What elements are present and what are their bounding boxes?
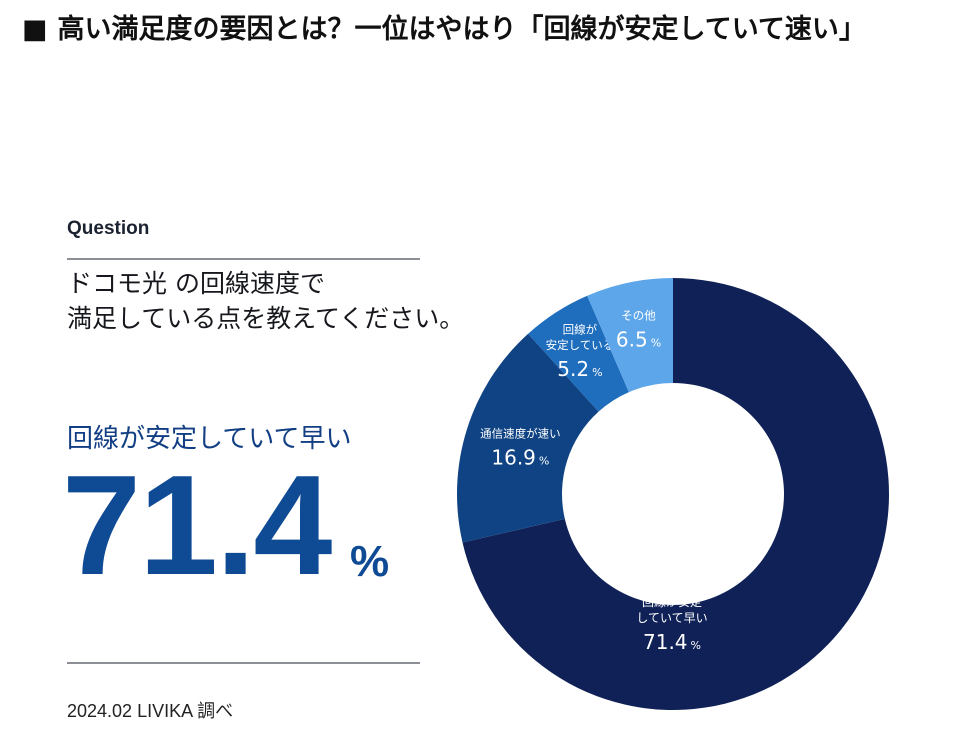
donut-label-line: 通信速度が速い — [480, 427, 560, 441]
source-note: 2024.02 LIVIKA 調べ — [67, 701, 234, 721]
highlight-label: 回線が安定していて早い — [67, 424, 352, 454]
donut-label-1: 回線が安定していて早い 71.4% — [636, 594, 707, 654]
donut-value-label: 16.9% — [491, 446, 549, 470]
donut-label-line: 回線が安定 — [642, 594, 702, 609]
donut-slice-4 — [587, 278, 673, 393]
question-text: ドコモ光 の回線速度で 満足している点を教えてください。 — [67, 266, 537, 336]
donut-label-line: その他 — [621, 308, 656, 322]
donut-label-4: その他 6.5% — [616, 308, 661, 351]
top-divider — [67, 258, 420, 260]
heading-text: 高い満足度の要因とは？一位はやはり「回線が安定していて速い」 — [57, 14, 866, 45]
donut-slice-1 — [462, 278, 889, 710]
donut-slice-2 — [457, 333, 599, 543]
heading-bullet: ■ — [22, 14, 48, 45]
highlight-value: 71.4 — [62, 446, 332, 605]
donut-label-2: 通信速度が速い 16.9% — [480, 427, 560, 470]
highlight-unit: % — [350, 537, 390, 586]
donut-label-line: 回線が — [563, 322, 598, 336]
question-label: Question — [67, 218, 150, 239]
donut-value-label: 6.5% — [616, 327, 661, 351]
donut-label-line: していて早い — [636, 611, 707, 625]
question-line-2: 満足している点を教えてください。 — [67, 304, 465, 333]
article-heading: ■ 高い満足度の要因とは？一位はやはり「回線が安定していて速い」 — [22, 8, 937, 52]
question-line-1: ドコモ光 の回線速度で — [67, 269, 325, 298]
donut-label-line: 安定している — [546, 338, 615, 352]
donut-value-label: 71.4% — [643, 630, 701, 654]
bottom-divider — [67, 662, 420, 664]
donut-value-label: 5.2% — [557, 357, 602, 381]
donut-slice-3 — [528, 295, 629, 412]
